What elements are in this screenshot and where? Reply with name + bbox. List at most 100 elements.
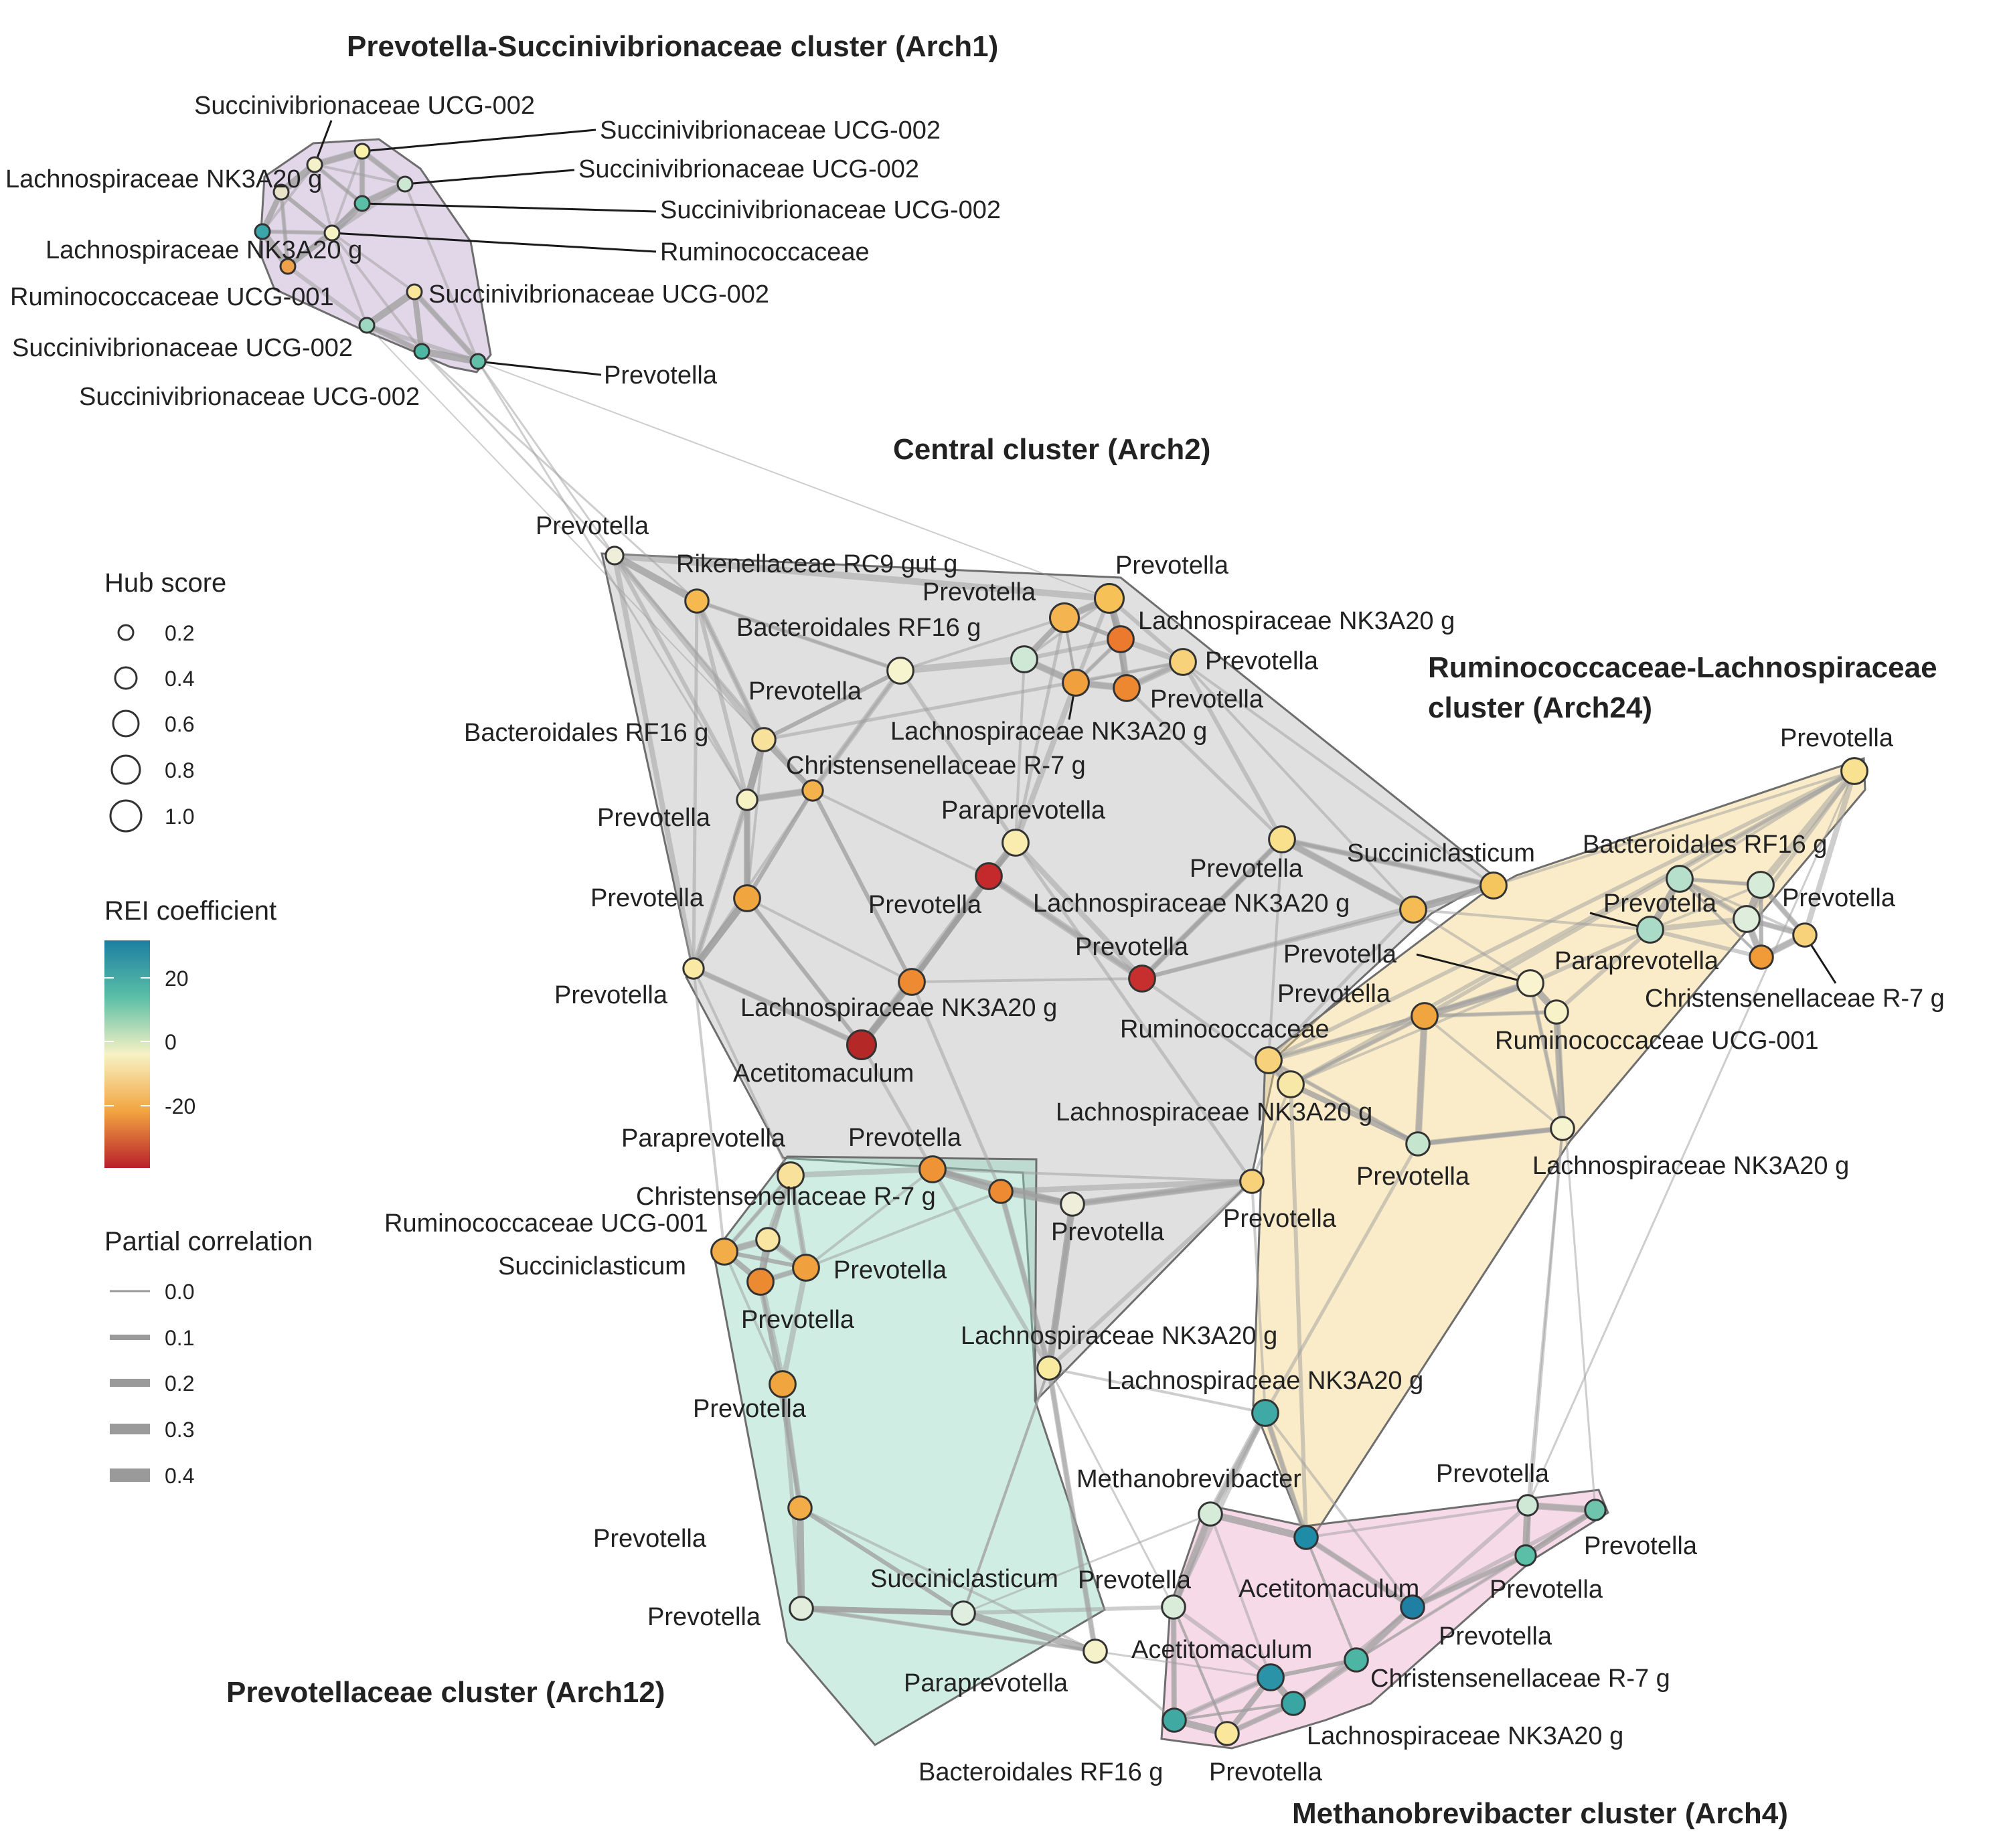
- node-a2n10: [886, 657, 914, 685]
- edge: [1268, 1657, 1359, 1680]
- node-a12n14: [951, 1600, 976, 1626]
- node-label: Prevotella: [1439, 1622, 1552, 1651]
- pc-key-label: 0.0: [165, 1280, 194, 1304]
- node-label: Prevotella: [1223, 1205, 1337, 1233]
- cluster-title-arch12: Prevotellaceae cluster (Arch12): [226, 1676, 665, 1709]
- node-a1n7: [323, 224, 341, 242]
- edge: [1180, 659, 1285, 842]
- rei-legend-title: REI coefficient: [104, 896, 276, 926]
- node-a12n11: [1036, 1355, 1062, 1381]
- node-a2n6: [1010, 645, 1038, 673]
- node-a24n5: [1733, 905, 1761, 933]
- edge: [799, 1606, 966, 1616]
- edge: [612, 553, 696, 971]
- edge: [1125, 686, 1284, 841]
- edge: [331, 232, 423, 353]
- edge: [695, 599, 902, 673]
- node-label: Prevotella: [1283, 940, 1397, 969]
- node-a2n8: [1062, 669, 1090, 697]
- node-a12n9: [1239, 1169, 1265, 1194]
- edge: [1172, 1606, 1228, 1735]
- node-label: Prevotella: [1490, 1576, 1603, 1604]
- node-a1n1: [306, 156, 323, 173]
- node-label: Prevotella: [1051, 1218, 1165, 1246]
- node-a4n10: [1344, 1647, 1369, 1673]
- pc-key-label: 0.4: [165, 1464, 194, 1488]
- node-a4n7: [1514, 1544, 1537, 1567]
- edge: [1554, 927, 1653, 1015]
- edge: [612, 553, 750, 803]
- node-a2n12: [801, 779, 824, 802]
- partial-correlation-edges: [258, 147, 1858, 1738]
- leader-line: [331, 232, 657, 253]
- edge: [1289, 982, 1532, 1086]
- node-label: Bacteroidales RF16 g: [1583, 831, 1827, 859]
- node-a2n19: [1479, 871, 1508, 900]
- edge: [762, 660, 1185, 742]
- edge: [1412, 908, 1532, 985]
- node-label: Acetitomaculum: [733, 1060, 914, 1088]
- edge: [723, 1174, 792, 1253]
- node-label: Prevotella: [1356, 1163, 1470, 1191]
- taxon-labels: Succinivibrionaceae UCG-002 Succinivibrio…: [5, 92, 1945, 1786]
- node-a12n12: [787, 1495, 813, 1521]
- node-label: Succinivibrionaceae UCG-002: [660, 196, 1001, 224]
- edge: [1206, 1510, 1310, 1541]
- edge: [1022, 637, 1123, 662]
- hub-key-label: 0.4: [165, 667, 194, 691]
- node-label: Prevotella: [593, 1525, 707, 1553]
- edge: [1412, 908, 1652, 931]
- node-label: Prevotella: [1584, 1532, 1698, 1560]
- node-a12n3: [988, 1179, 1014, 1204]
- node-a12n7: [746, 1268, 775, 1296]
- node-label: Prevotella: [1115, 552, 1229, 580]
- node-a12n13: [789, 1596, 814, 1621]
- node-label: Succinivibrionaceae UCG-002: [12, 334, 353, 362]
- node-label: Christensenellaceae R-7 g: [636, 1183, 936, 1211]
- node-label: Lachnospiraceae NK3A20 g: [1056, 1098, 1372, 1126]
- node-a2n18: [1268, 825, 1296, 853]
- edge: [313, 163, 406, 185]
- node-label: Lachnospiraceae NK3A20 g: [1532, 1152, 1849, 1180]
- node-a2n11: [751, 727, 777, 752]
- edge: [1416, 1126, 1565, 1146]
- edge: [690, 796, 750, 972]
- hub-key-0-2: [117, 624, 135, 641]
- node-label: Prevotella: [1150, 685, 1264, 713]
- hub-key-0-4: [114, 666, 138, 690]
- node-a1n6: [254, 223, 271, 240]
- rei-tick-label: 20: [165, 967, 189, 991]
- edge: [910, 977, 1143, 983]
- node-a24n4: [1636, 916, 1664, 944]
- node-a24n6: [1792, 922, 1818, 948]
- edge: [1267, 908, 1415, 1062]
- leader-line: [477, 360, 602, 376]
- edge: [1171, 1604, 1273, 1680]
- cluster-title-arch4: Methanobrevibacter cluster (Arch4): [1292, 1797, 1788, 1830]
- node-a12n4: [755, 1227, 781, 1252]
- node-label: Prevotella: [748, 677, 862, 705]
- node-a24n14: [1550, 1116, 1575, 1141]
- cluster-title-arch2: Central cluster (Arch2): [893, 433, 1210, 466]
- node-label: Prevotella: [1205, 647, 1319, 675]
- node-label: Prevotella: [868, 891, 982, 919]
- node-label: Succinivibrionaceae UCG-002: [194, 92, 535, 120]
- edge: [1048, 1367, 1267, 1414]
- node-a2n3: [1094, 583, 1125, 614]
- node-a24n3: [1747, 871, 1775, 899]
- node-label: Prevotella: [1277, 980, 1391, 1008]
- node-label: Succinivibrionaceae UCG-002: [428, 280, 769, 309]
- node-a4n2: [1198, 1501, 1223, 1527]
- node-a1n10: [358, 317, 376, 334]
- edge: [477, 361, 1110, 599]
- edge: [404, 183, 479, 363]
- edge: [313, 163, 364, 205]
- node-a12n8: [1060, 1191, 1085, 1217]
- node-a4n9: [1257, 1663, 1285, 1691]
- edge: [898, 669, 1018, 845]
- edge: [411, 288, 481, 365]
- hub-score-legend-title: Hub score: [104, 568, 226, 598]
- node-label: Paraprevotella: [621, 1124, 786, 1153]
- edge: [899, 616, 1066, 672]
- edge: [860, 1043, 935, 1171]
